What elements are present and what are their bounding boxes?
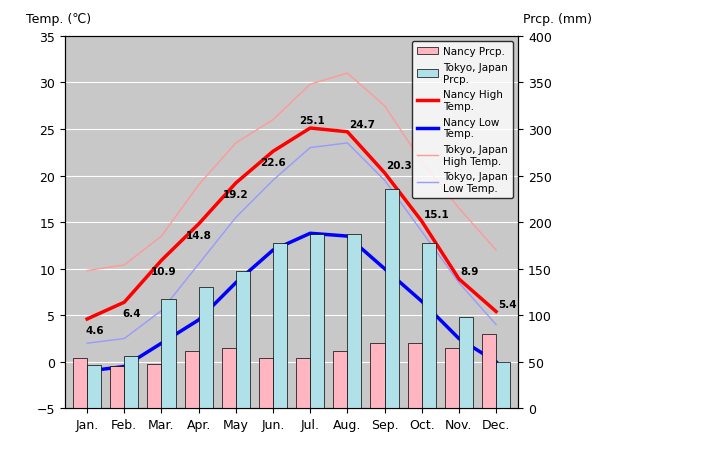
Bar — [259, 358, 273, 409]
Bar — [125, 357, 138, 409]
Bar — [236, 271, 250, 409]
Bar — [110, 366, 125, 409]
Bar — [310, 235, 324, 409]
Bar — [184, 351, 199, 409]
Text: Temp. (℃): Temp. (℃) — [26, 12, 91, 26]
Text: 15.1: 15.1 — [423, 209, 449, 219]
Text: 25.1: 25.1 — [299, 116, 325, 126]
Bar — [87, 365, 102, 409]
Bar — [347, 235, 361, 409]
Bar — [273, 243, 287, 409]
Text: 5.4: 5.4 — [498, 299, 516, 309]
Bar — [422, 243, 436, 409]
Bar — [384, 190, 399, 409]
Bar — [370, 343, 384, 409]
Legend: Nancy Prcp., Tokyo, Japan
Prcp., Nancy High
Temp., Nancy Low
Temp., Tokyo, Japan: Nancy Prcp., Tokyo, Japan Prcp., Nancy H… — [412, 42, 513, 199]
Bar — [445, 348, 459, 409]
Bar — [222, 348, 236, 409]
Text: Prcp. (mm): Prcp. (mm) — [523, 12, 592, 26]
Bar — [199, 288, 213, 409]
Text: 8.9: 8.9 — [461, 267, 479, 277]
Bar — [161, 300, 176, 409]
Bar — [148, 364, 161, 409]
Bar — [482, 334, 496, 409]
Bar — [333, 351, 347, 409]
Bar — [496, 362, 510, 409]
Text: 4.6: 4.6 — [85, 325, 104, 335]
Bar — [73, 358, 87, 409]
Text: 20.3: 20.3 — [387, 161, 412, 171]
Text: 10.9: 10.9 — [150, 267, 176, 277]
Text: 6.4: 6.4 — [122, 308, 141, 319]
Bar — [459, 318, 473, 409]
Text: 22.6: 22.6 — [260, 158, 286, 168]
Text: 24.7: 24.7 — [349, 120, 375, 130]
Text: 19.2: 19.2 — [222, 190, 248, 200]
Bar — [296, 358, 310, 409]
Bar — [408, 343, 422, 409]
Text: 14.8: 14.8 — [186, 230, 212, 241]
